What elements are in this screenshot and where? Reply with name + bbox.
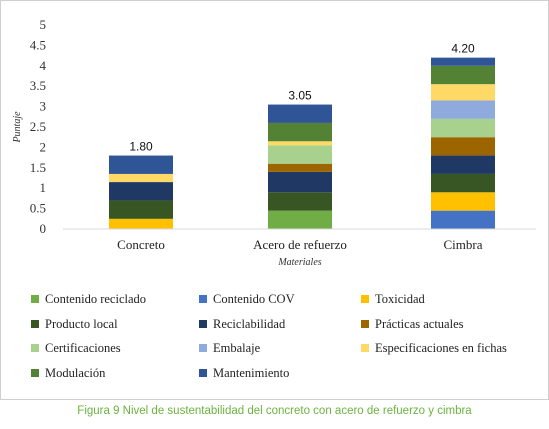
bar-segment: [431, 100, 495, 119]
bar-segment: [431, 57, 495, 66]
bar-total-label: 1.80: [129, 140, 153, 154]
bars-layer: 1.80 3.05 4.20: [109, 42, 495, 229]
legend-label: Contenido reciclado: [45, 292, 146, 306]
y-tick-label: 4: [40, 58, 47, 73]
legend-swatch: [31, 344, 39, 352]
y-tick-label: 4.5: [30, 37, 46, 52]
bar-segment: [109, 173, 173, 183]
x-category-label: Concreto: [117, 237, 165, 252]
y-tick-label: 3.5: [30, 78, 46, 93]
bar-total-label: 4.20: [451, 42, 475, 56]
y-tick-label: 0.5: [30, 201, 46, 216]
bar-segment: [268, 171, 332, 193]
y-axis: 0 0.5 1 1.5 2 2.5 3 3.5 4 4.5 5: [30, 17, 47, 236]
legend-label: Embalaje: [213, 341, 261, 355]
legend-swatch: [199, 344, 207, 352]
bar-segment: [431, 65, 495, 85]
stacked-bar-chart: 0 0.5 1 1.5 2 2.5 3 3.5 4 4.5 5 1.80 3.05 4.20 Concr…: [12, 17, 536, 380]
y-tick-label: 0: [40, 221, 47, 236]
legend-swatch: [361, 295, 369, 303]
legend: Contenido reciclado Contenido COV Toxicida…: [31, 292, 507, 380]
bar-segment: [268, 210, 332, 229]
bar-segment: [268, 145, 332, 164]
legend-swatch: [199, 320, 207, 328]
x-axis-title: Materiales: [277, 257, 321, 268]
bar-segment: [431, 210, 495, 229]
x-axis-categories: Concreto Acero de refuerzo Cimbra: [117, 237, 483, 252]
legend-label: Contenido COV: [213, 292, 295, 306]
bar-segment: [109, 218, 173, 229]
y-axis-title: Puntaje: [12, 111, 23, 144]
bar-segment: [431, 118, 495, 138]
legend-label: Toxicidad: [375, 292, 426, 306]
legend-swatch: [361, 344, 369, 352]
bar-segment: [268, 104, 332, 123]
legend-swatch: [31, 295, 39, 303]
bar-segment: [268, 192, 332, 211]
legend-label: Especificaciones en fichas: [375, 341, 507, 355]
legend-label: Certificaciones: [45, 341, 121, 355]
y-tick-label: 2.5: [30, 119, 46, 134]
bar-segment: [109, 200, 173, 219]
y-tick-label: 1: [40, 180, 47, 195]
bar-segment: [268, 122, 332, 142]
x-category-label: Cimbra: [444, 237, 483, 252]
legend-swatch: [199, 369, 207, 377]
bar-segment: [431, 84, 495, 101]
chart-frame: 0 0.5 1 1.5 2 2.5 3 3.5 4 4.5 5 1.80 3.05 4.20 Concr…: [0, 0, 549, 400]
legend-swatch: [31, 320, 39, 328]
bar-segment: [431, 173, 495, 193]
bar-segment: [109, 182, 173, 201]
x-category-label: Acero de refuerzo: [253, 237, 347, 252]
legend-label: Modulación: [45, 366, 106, 380]
figure-caption: Figura 9 Nivel de sustentabilidad del co…: [77, 405, 472, 417]
legend-swatch: [31, 369, 39, 377]
legend-label: Prácticas actuales: [375, 317, 464, 331]
y-tick-label: 3: [40, 99, 47, 114]
legend-label: Producto local: [45, 317, 118, 331]
legend-swatch: [361, 320, 369, 328]
bar-segment: [109, 155, 173, 174]
bar-total-label: 3.05: [288, 89, 312, 103]
legend-label: Mantenimiento: [213, 366, 289, 380]
bar-segment: [431, 155, 495, 174]
bar-segment: [431, 192, 495, 211]
legend-label: Reciclabilidad: [213, 317, 286, 331]
bar-segment: [268, 163, 332, 172]
legend-swatch: [199, 295, 207, 303]
bar-segment: [268, 141, 332, 146]
y-tick-label: 2: [40, 139, 47, 154]
y-tick-label: 5: [40, 17, 47, 32]
bar-segment: [431, 137, 495, 156]
y-tick-label: 1.5: [30, 160, 46, 175]
